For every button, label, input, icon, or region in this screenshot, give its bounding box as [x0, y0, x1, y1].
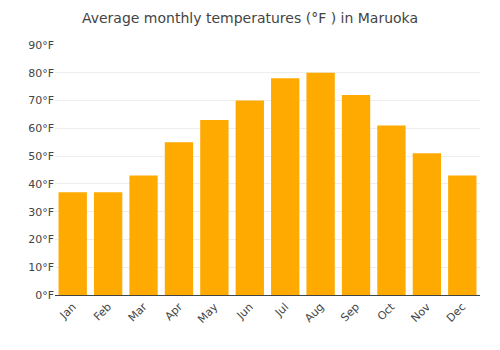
svg-text:0°F: 0°F — [35, 289, 54, 302]
svg-text:20°F: 20°F — [28, 233, 54, 246]
svg-text:10°F: 10°F — [28, 261, 54, 274]
svg-text:70°F: 70°F — [28, 94, 54, 107]
svg-text:Jun: Jun — [234, 300, 256, 322]
svg-text:Jan: Jan — [57, 301, 79, 323]
svg-text:Apr: Apr — [162, 300, 185, 323]
svg-text:50°F: 50°F — [28, 150, 54, 163]
svg-text:Mar: Mar — [126, 300, 150, 324]
svg-text:80°F: 80°F — [28, 67, 54, 80]
svg-text:Nov: Nov — [409, 300, 434, 325]
svg-text:Jul: Jul — [272, 301, 291, 320]
svg-text:30°F: 30°F — [28, 206, 54, 219]
svg-text:Aug: Aug — [302, 301, 326, 325]
svg-text:Oct: Oct — [375, 300, 398, 323]
svg-text:Average monthly temperatures (: Average monthly temperatures (°F ) in Ma… — [82, 10, 418, 26]
svg-text:40°F: 40°F — [28, 178, 54, 191]
svg-text:Sep: Sep — [338, 301, 362, 325]
svg-text:60°F: 60°F — [28, 122, 54, 135]
svg-text:Feb: Feb — [91, 301, 114, 324]
svg-text:90°F: 90°F — [28, 39, 54, 52]
svg-text:Dec: Dec — [444, 301, 468, 325]
svg-text:May: May — [195, 300, 221, 326]
